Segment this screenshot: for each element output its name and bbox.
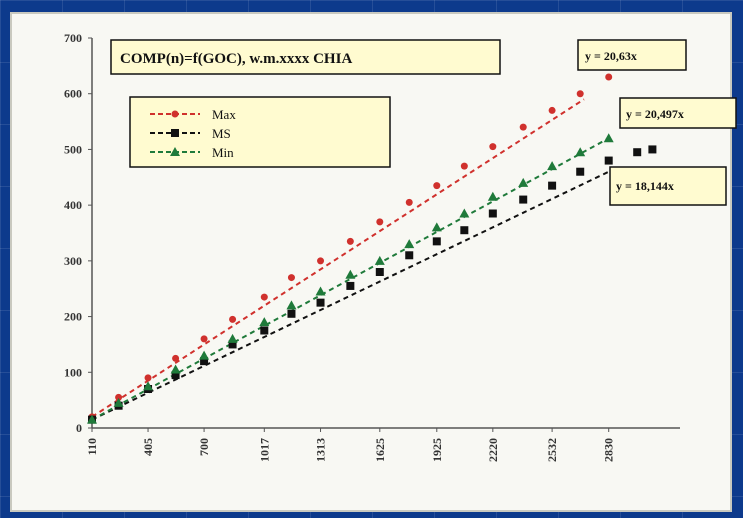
point-min (404, 239, 415, 249)
point-min (575, 147, 586, 157)
y-tick-label: 400 (64, 198, 82, 212)
x-tick-label: 110 (85, 438, 99, 455)
point-ms (405, 251, 414, 260)
legend-marker (171, 110, 179, 118)
point-min (459, 208, 470, 218)
point-min (143, 381, 154, 391)
point-min (487, 191, 498, 201)
equation-max: y = 20,63x (585, 49, 637, 63)
y-tick-label: 700 (64, 31, 82, 45)
point-ms (171, 371, 180, 380)
point-ms (519, 195, 528, 204)
y-tick-label: 300 (64, 254, 82, 268)
point-ms (548, 181, 557, 190)
point-min (170, 364, 181, 374)
legend-marker (170, 147, 180, 156)
x-tick-label: 1313 (314, 438, 328, 462)
point-max (200, 335, 208, 343)
point-max (519, 123, 527, 131)
y-tick-label: 200 (64, 310, 82, 324)
equation-box-max: y = 20,63x (577, 39, 687, 71)
equation-min: y = 18,144x (616, 179, 674, 193)
point-min (603, 133, 614, 143)
legend-label: Min (212, 145, 234, 160)
legend-label: Max (212, 107, 236, 122)
point-ms (346, 281, 355, 290)
legend-marker (171, 129, 179, 137)
point-max (576, 90, 584, 98)
point-max (548, 106, 556, 114)
point-ms (287, 309, 296, 318)
y-tick-label: 500 (64, 142, 82, 156)
point-min (547, 161, 558, 171)
x-tick-label: 1625 (373, 438, 387, 462)
point-min (374, 255, 385, 265)
point-max (489, 143, 497, 151)
point-max (605, 73, 613, 81)
x-tick-label: 1925 (430, 438, 444, 462)
point-ms (375, 268, 384, 276)
point-ms (228, 340, 237, 349)
legend-label: MS (212, 126, 231, 141)
x-tick-label: 405 (141, 438, 155, 456)
point-min (259, 317, 270, 327)
point-max (172, 354, 180, 362)
point-min (286, 300, 297, 310)
point-ms (316, 298, 325, 307)
equation-box-min: y = 18,144x (609, 166, 727, 206)
point-max (346, 237, 354, 245)
trendline-max (91, 98, 585, 418)
point-max (433, 182, 441, 190)
point-min (518, 177, 529, 187)
chart-title: COMP(n)=f(GOC), w.m.xxxx CHIA (120, 51, 352, 67)
point-ms (576, 167, 585, 176)
point-max (260, 293, 268, 301)
trendline-min (91, 137, 610, 421)
point-ms (488, 209, 497, 218)
point-min (431, 222, 442, 232)
point-max (376, 218, 384, 226)
point-min (87, 414, 97, 424)
point-max (229, 315, 237, 323)
point-min (199, 350, 210, 360)
y-tick-label: 600 (64, 87, 82, 101)
chart-title-box (110, 39, 501, 75)
equation-ms: y = 20,497x (626, 107, 684, 121)
point-max (287, 274, 295, 282)
point-max (405, 198, 413, 206)
point-max (144, 374, 152, 382)
point-ms (432, 237, 441, 246)
point-max (317, 257, 325, 265)
point-min (113, 397, 124, 407)
x-tick-label: 700 (197, 438, 211, 456)
point-max (460, 162, 468, 170)
x-tick-label: 2830 (602, 438, 616, 462)
point-ms (633, 148, 642, 157)
y-tick-label: 0 (76, 421, 82, 435)
point-ms (648, 145, 657, 154)
x-tick-label: 1017 (257, 438, 271, 462)
y-tick-label: 100 (64, 365, 82, 379)
point-ms (460, 226, 469, 235)
equation-box-ms: y = 20,497x (619, 97, 737, 129)
point-ms (604, 156, 613, 165)
point-ms (260, 326, 269, 335)
x-tick-label: 2220 (486, 438, 500, 462)
point-min (345, 269, 356, 279)
trendline-ms (91, 170, 610, 421)
point-ms (200, 357, 209, 366)
x-tick-label: 2532 (545, 438, 559, 462)
point-min (227, 333, 238, 343)
point-min (315, 286, 326, 296)
point-max (115, 393, 123, 401)
